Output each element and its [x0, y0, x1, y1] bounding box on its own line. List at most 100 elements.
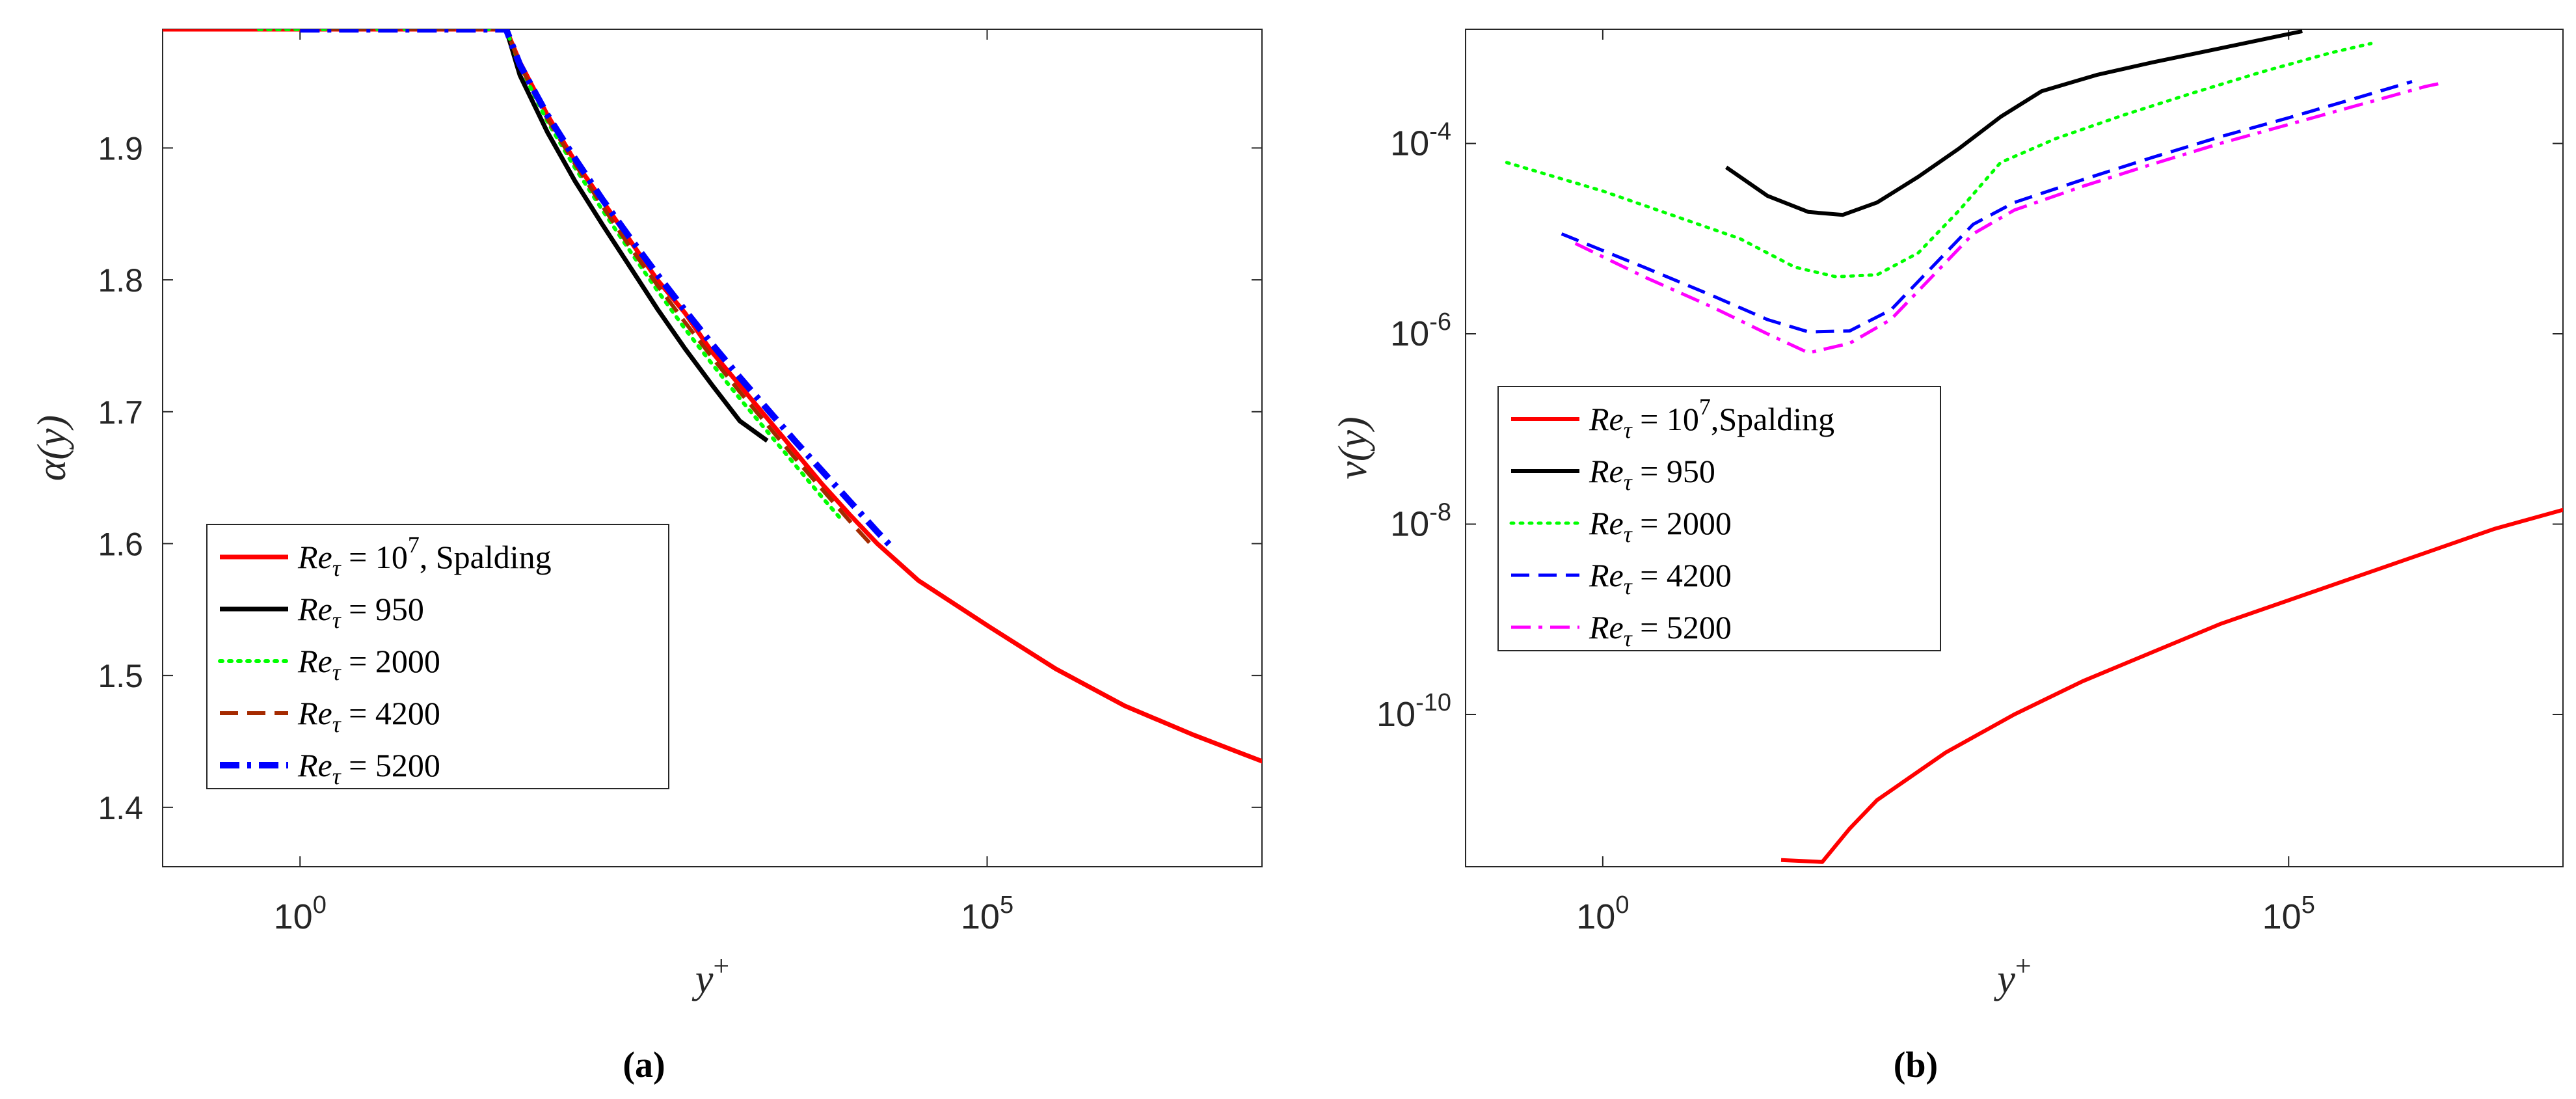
legend-entry: Reτ = 107,Spalding — [1589, 394, 1834, 443]
legend-entry-sub: τ — [332, 763, 342, 789]
x-tick-label-base: 10 — [2262, 897, 2301, 936]
x-tick-label-exponent: 0 — [1615, 891, 1629, 919]
legend-entry-value: = 10 — [1632, 401, 1699, 437]
legend-entry-sup: 7 — [408, 532, 420, 558]
legend-entry: Reτ = 950 — [297, 591, 424, 633]
legend-entry-sub: τ — [332, 711, 342, 737]
legend-entry-value: = 950 — [1632, 453, 1715, 489]
x-tick-label-base: 10 — [1576, 897, 1615, 936]
y-axis-label: ν(y) — [1331, 416, 1375, 479]
x-tick-label: 100 — [1576, 891, 1629, 936]
legend-entry-re: Re — [1589, 401, 1624, 437]
x-tick-label-base: 10 — [274, 897, 313, 936]
series-line — [1505, 42, 2373, 278]
x-tick-label-base: 10 — [961, 897, 1000, 936]
legend-entry-re: Re — [1589, 609, 1624, 645]
legend-entry-sub: τ — [1624, 469, 1633, 495]
legend-entry: Reτ = 5200 — [297, 747, 440, 789]
panel-b-label: (b) — [1894, 1045, 1938, 1085]
legend-box — [206, 524, 669, 789]
legend-entry: Reτ = 5200 — [1589, 609, 1732, 651]
y-tick-label: 1.6 — [98, 526, 143, 562]
legend-entry-re: Re — [1589, 557, 1624, 593]
legend-entry: Reτ = 950 — [1589, 453, 1715, 495]
legend-entry-sub: τ — [1624, 573, 1633, 599]
series-line — [1780, 508, 2563, 864]
series-layer — [1505, 29, 2563, 864]
x-tick-label: 105 — [961, 891, 1013, 936]
plot-area-frame — [1465, 29, 2564, 867]
y-tick-label: 10-10 — [1376, 689, 1451, 734]
series-layer — [163, 29, 1262, 764]
legend-entry-tail: , Spalding — [420, 539, 552, 575]
legend-entry-value: = 2000 — [341, 643, 440, 679]
y-tick-label-exponent: -4 — [1429, 118, 1451, 146]
x-tick-label-exponent: 5 — [2301, 891, 2315, 919]
legend-entry-value: = 2000 — [1632, 505, 1732, 541]
legend-entry-re: Re — [297, 643, 332, 679]
x-tick-label-exponent: 0 — [313, 891, 327, 919]
y-tick-label: 1.8 — [98, 262, 143, 299]
series-line — [503, 29, 769, 443]
legend-entry-sub: τ — [1624, 417, 1633, 443]
legend-entry-re: Re — [1589, 505, 1624, 541]
legend-entry-value: = 4200 — [1632, 557, 1732, 593]
y-tick-label-base: 10 — [1376, 695, 1415, 734]
plot-area-frame — [162, 29, 1263, 867]
x-axis-label: y+ — [1993, 950, 2031, 1001]
y-tick-label-exponent: -6 — [1429, 308, 1451, 336]
y-tick-label-exponent: -10 — [1415, 689, 1451, 716]
legend-entry: Reτ = 4200 — [1589, 557, 1732, 599]
y-axis-label: α(y) — [30, 415, 74, 481]
y-tick-label: 1.7 — [98, 394, 143, 431]
legend-entry-value: = 5200 — [341, 747, 440, 783]
legend-box — [1497, 386, 1941, 651]
legend-entry-value: = 4200 — [341, 695, 440, 731]
x-axis-label-sup: + — [2015, 950, 2032, 982]
legend-entry: Reτ = 107, Spalding — [297, 532, 552, 581]
legend-entry-sub: τ — [1624, 625, 1633, 651]
legend-entry-re: Re — [1589, 453, 1624, 489]
y-tick-label-base: 10 — [1390, 314, 1429, 353]
x-tick-label-exponent: 5 — [1000, 891, 1013, 919]
legend-entry-sup: 7 — [1699, 394, 1711, 420]
legend-entry-sub: τ — [332, 607, 342, 633]
y-tick-label-base: 10 — [1390, 124, 1429, 163]
x-axis-label-main: y — [1993, 957, 2015, 1001]
legend-entry-re: Re — [297, 591, 332, 627]
legend-entry-value: = 950 — [341, 591, 424, 627]
x-axis-label-main: y — [691, 957, 714, 1001]
x-axis-label: y+ — [691, 950, 729, 1001]
y-tick-label: 10-8 — [1390, 499, 1451, 544]
y-tick-label: 1.5 — [98, 658, 143, 694]
legend-entry: Reτ = 4200 — [297, 695, 440, 737]
legend-entry-sub: τ — [332, 555, 342, 581]
x-tick-label: 100 — [274, 891, 327, 936]
y-tick-label-base: 10 — [1390, 505, 1429, 544]
legend-entry-sub: τ — [1624, 521, 1633, 547]
y-tick-label: 1.4 — [98, 790, 143, 826]
legend-entry: Reτ = 2000 — [1589, 505, 1732, 547]
series-line — [300, 29, 894, 549]
legend-entry-sub: τ — [332, 659, 342, 685]
series-line — [1724, 29, 2303, 217]
legend-entry-re: Re — [297, 539, 332, 575]
legend-entry-re: Re — [297, 695, 332, 731]
x-axis-label-sup: + — [713, 950, 729, 982]
x-tick-label: 105 — [2262, 891, 2315, 936]
y-tick-label: 10-4 — [1390, 118, 1451, 163]
y-tick-label-exponent: -8 — [1429, 499, 1451, 526]
series-line — [1574, 81, 2440, 355]
y-tick-label: 1.9 — [98, 130, 143, 167]
legend-entry-value: = 10 — [341, 539, 408, 575]
legend-entry-re: Re — [297, 747, 332, 783]
legend-entry: Reτ = 2000 — [297, 643, 440, 685]
legend-entry-tail: ,Spalding — [1711, 401, 1834, 437]
panel-a-label: (a) — [623, 1045, 665, 1085]
series-line — [1561, 80, 2413, 334]
